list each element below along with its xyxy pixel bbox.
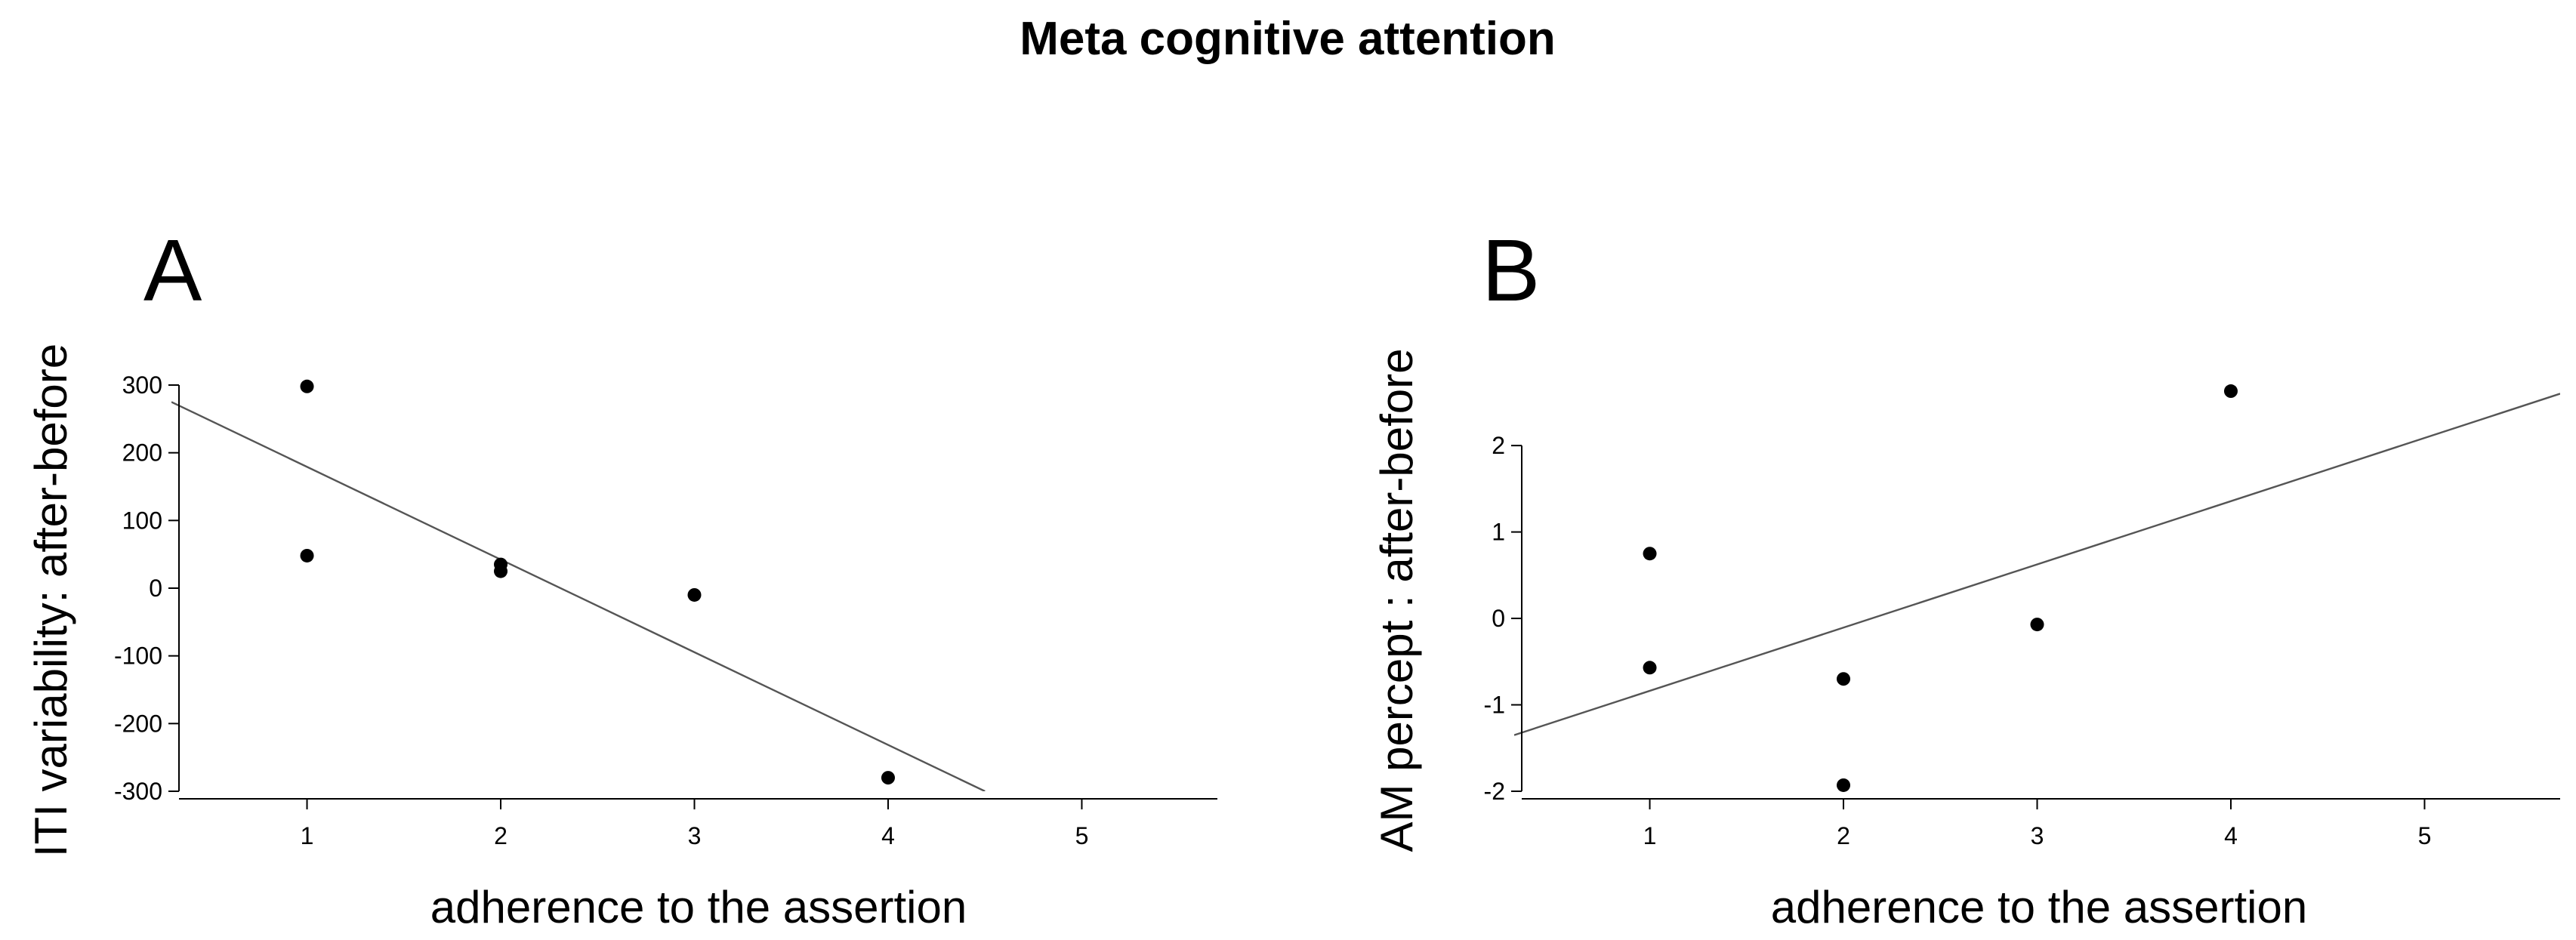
figure-title: Meta cognitive attention	[1020, 13, 1556, 65]
panel-a-x-tick-label: 3	[688, 822, 702, 849]
panel-a-x-tick-label: 2	[494, 822, 507, 849]
panel-b-regression-line	[1514, 393, 2560, 736]
panel-a-data-point	[687, 587, 702, 602]
panel-a-x-tick-label: 1	[301, 822, 314, 849]
panel-b-x-tick-label: 1	[1643, 822, 1657, 849]
panel-b-label: B	[1482, 221, 1540, 319]
panel-b-data-point	[1643, 547, 1657, 561]
panel-b-data-point	[1643, 661, 1657, 675]
panel-a-regression-line	[171, 401, 986, 791]
panel-a-y-tick-label: 0	[149, 575, 162, 602]
panel-b: B AM percept : after-before adherence to…	[1371, 221, 2560, 932]
panel-b-y-axis-label: AM percept : after-before	[1371, 349, 1422, 852]
panel-a-y-tick-label: 300	[122, 371, 162, 399]
panel-b-data-point	[1837, 672, 1851, 686]
panel-a: A ITI variability: after-before adherenc…	[26, 221, 1217, 932]
panel-a-y-tick-label: -100	[114, 643, 162, 670]
panel-b-x-tick-label: 4	[2224, 822, 2238, 849]
panel-a-y-axis-label: ITI variability: after-before	[26, 344, 76, 857]
panel-b-y-tick-label: -1	[1484, 692, 1505, 719]
panel-b-y-tick-label: 2	[1492, 432, 1505, 459]
panel-a-data-point	[881, 771, 895, 785]
panel-b-y-tick-label: 0	[1492, 605, 1505, 632]
panel-b-x-axis-label: adherence to the assertion	[1771, 882, 2307, 932]
panel-a-data-point	[300, 379, 314, 393]
panel-a-y-tick-label: 200	[122, 439, 162, 467]
panel-a-y-tick-label: 100	[122, 507, 162, 534]
panel-b-x-tick-label: 5	[2418, 822, 2432, 849]
panel-a-y-tick-label: -200	[114, 710, 162, 737]
panel-b-data-point	[1837, 778, 1851, 792]
panel-b-data-point	[2030, 618, 2044, 632]
panel-b-y-tick-label: 1	[1492, 519, 1505, 546]
panel-a-label: A	[143, 221, 202, 319]
panel-a-data-point	[494, 564, 508, 578]
panel-b-x-tick-label: 2	[1837, 822, 1850, 849]
panel-a-y-tick-label: -300	[114, 778, 162, 805]
panel-b-data-point	[2223, 384, 2238, 399]
panel-b-y-tick-label: -2	[1484, 778, 1505, 805]
panel-a-data-point	[300, 548, 314, 562]
panel-b-x-tick-label: 3	[2031, 822, 2044, 849]
panel-a-x-tick-label: 5	[1075, 822, 1089, 849]
panel-a-x-tick-label: 4	[881, 822, 895, 849]
panel-a-x-axis-label: adherence to the assertion	[430, 882, 967, 932]
